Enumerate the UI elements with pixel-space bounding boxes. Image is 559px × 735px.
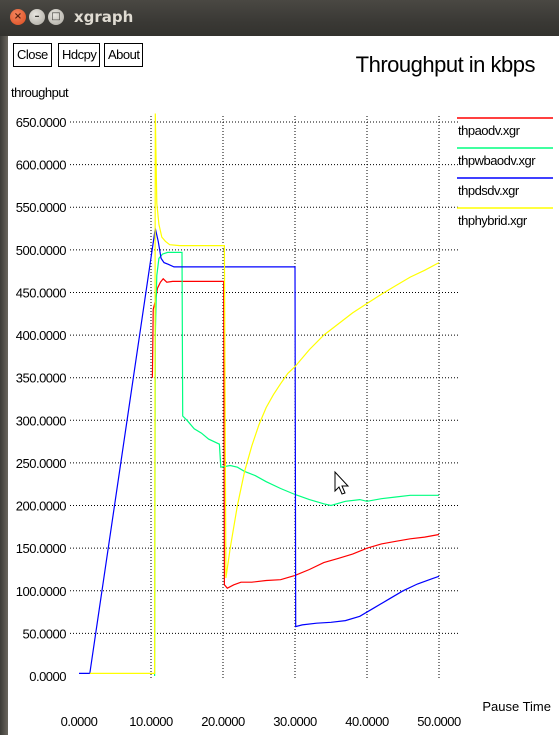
series-line-thpdsdv-xgr: [79, 228, 440, 674]
y-tick-label: 150.0000: [16, 541, 66, 556]
y-tick-label: 550.0000: [16, 200, 66, 215]
close-window-icon[interactable]: ×: [10, 9, 26, 25]
about-button[interactable]: About: [104, 43, 144, 67]
x-tick-labels: 0.0000 10.0000 20.0000 30.0000 40.0000 50.000…: [61, 714, 462, 729]
series-line-thphybrid-xgr: [89, 113, 440, 674]
xgraph-content: Close Hdcpy About Throughput in kbps thr…: [8, 36, 559, 735]
x-tick-label: 50.0000: [417, 714, 461, 729]
window-left-border: [0, 36, 8, 735]
y-axis-label: throughput: [11, 85, 69, 100]
chart-canvas: 0.0000 50.0000 100.0000 150.0000 200.0000 250…: [16, 113, 553, 729]
y-tick-label: 200.0000: [16, 499, 66, 514]
y-tick-label: 650.0000: [16, 115, 66, 130]
grid: [70, 116, 459, 680]
window-titlebar[interactable]: × – □ xgraph: [0, 0, 559, 36]
y-tick-label: 250.0000: [16, 456, 66, 471]
x-tick-label: 40.0000: [345, 714, 389, 729]
y-tick-label: 300.0000: [16, 413, 66, 428]
series-line-thpwbaodv-xgr: [154, 251, 439, 677]
y-tick-label: 600.0000: [16, 158, 66, 173]
legend-label: thpdsdv.xgr: [458, 183, 520, 198]
legend-label: thpaodv.xgr: [458, 123, 521, 138]
y-tick-label: 500.0000: [16, 243, 66, 258]
x-tick-label: 10.0000: [129, 714, 173, 729]
window-title: xgraph: [74, 8, 134, 26]
minimize-window-icon[interactable]: –: [29, 9, 45, 25]
y-tick-labels: 0.0000 50.0000 100.0000 150.0000 200.0000 250…: [16, 115, 67, 684]
x-tick-label: 30.0000: [273, 714, 317, 729]
maximize-window-icon[interactable]: □: [48, 9, 64, 25]
series-lines: [79, 113, 440, 677]
mouse-pointer-icon: [334, 470, 350, 495]
legend: thpaodv.xgr thpwbaodv.xgr thpdsdv.xgr thphy…: [457, 117, 553, 228]
x-axis-label: Pause Time: [482, 699, 551, 714]
chart-title: Throughput in kbps: [355, 52, 536, 77]
y-tick-label: 350.0000: [16, 371, 66, 386]
x-tick-label: 20.0000: [201, 714, 245, 729]
close-button[interactable]: Close: [13, 43, 52, 67]
y-tick-label: 450.0000: [16, 285, 66, 300]
y-tick-label: 400.0000: [16, 328, 66, 343]
x-tick-label: 0.0000: [61, 714, 98, 729]
legend-label: thpwbaodv.xgr: [458, 153, 536, 168]
y-tick-label: 0.0000: [29, 669, 66, 684]
y-tick-label: 100.0000: [16, 584, 66, 599]
y-tick-label: 50.0000: [23, 626, 67, 641]
series-line-thpaodv-xgr: [151, 277, 440, 589]
hdcpy-button[interactable]: Hdcpy: [58, 43, 101, 67]
legend-label: thphybrid.xgr: [458, 213, 528, 228]
